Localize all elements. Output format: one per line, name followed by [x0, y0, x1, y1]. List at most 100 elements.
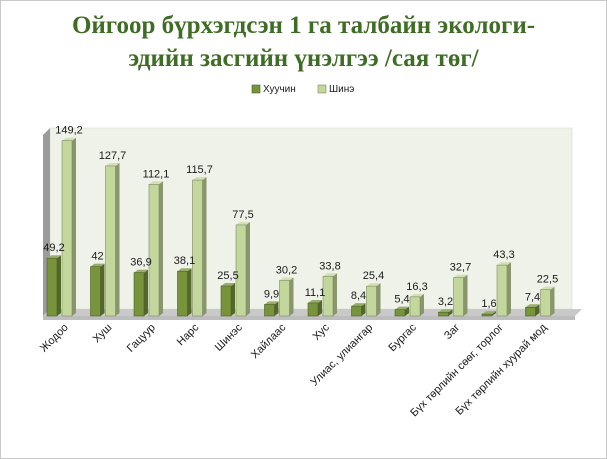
- bar-top: [395, 306, 409, 310]
- bar-top: [525, 304, 540, 308]
- plot-floor-edge: [43, 316, 575, 320]
- data-label: 36,9: [130, 257, 151, 269]
- bar-top: [482, 311, 496, 315]
- data-label: 22,5: [537, 274, 558, 286]
- category-tick-label: Шинэс: [213, 321, 245, 353]
- bar-top: [177, 268, 192, 272]
- bar-top: [279, 277, 294, 281]
- bar: [46, 255, 61, 317]
- bar: [366, 283, 381, 317]
- bar-side: [202, 177, 207, 316]
- bar: [177, 268, 192, 317]
- data-label: 149,2: [55, 125, 83, 137]
- bar: [90, 263, 105, 317]
- bar-front: [394, 309, 406, 317]
- bar-side: [57, 255, 61, 316]
- data-label: 1,6: [481, 298, 496, 310]
- bar-top: [410, 293, 424, 297]
- bar: [409, 293, 424, 317]
- bar-top: [90, 263, 105, 267]
- bar-side: [159, 181, 163, 316]
- data-label: 38,1: [174, 255, 195, 267]
- bar-front: [105, 165, 116, 317]
- bar-front: [438, 311, 449, 317]
- bar: [220, 283, 235, 317]
- bar-front: [481, 313, 493, 317]
- bar-top: [192, 177, 207, 181]
- bar-side: [535, 304, 540, 316]
- legend-label: Хуучин: [263, 84, 296, 95]
- bar-top: [264, 301, 279, 305]
- bar-front: [409, 296, 421, 317]
- bar-side: [376, 283, 381, 316]
- bar-top: [497, 262, 511, 266]
- bar-front: [540, 289, 551, 317]
- bar-front: [46, 257, 58, 317]
- bar-front: [61, 140, 73, 317]
- bar-side: [318, 299, 322, 316]
- bar-front: [366, 285, 377, 317]
- bar-top: [438, 309, 453, 313]
- bar-side: [274, 301, 279, 316]
- bar-front: [90, 266, 101, 317]
- bar-front: [177, 270, 188, 317]
- bar-side: [100, 263, 105, 316]
- data-label: 43,3: [493, 249, 514, 261]
- category-tick-label: Жодоо: [38, 322, 71, 355]
- bar-top: [134, 269, 148, 273]
- bars: [46, 137, 555, 317]
- bar-top: [62, 137, 76, 141]
- bar-side: [72, 137, 76, 316]
- plot-background: [43, 127, 582, 320]
- data-label: 16,3: [406, 281, 427, 293]
- data-label: 25,4: [363, 270, 384, 282]
- bar-side: [231, 283, 235, 316]
- data-label: 11,1: [305, 287, 326, 299]
- legend-swatch: [251, 84, 261, 94]
- data-label: 33,8: [319, 260, 340, 272]
- bar-top: [323, 273, 337, 277]
- data-label: 3,2: [438, 296, 453, 308]
- bar-top: [366, 283, 381, 287]
- bar-front: [235, 224, 247, 317]
- bar: [307, 299, 322, 317]
- bar-front: [351, 305, 362, 317]
- category-tick-label: Хайлаас: [249, 321, 289, 361]
- data-label: 9,9: [264, 288, 279, 300]
- bar-side: [246, 221, 250, 316]
- data-label: 49,2: [43, 242, 64, 254]
- bar: [235, 221, 250, 317]
- category-tick-label: Заг: [442, 322, 462, 342]
- bar-front: [148, 183, 160, 317]
- bar-top: [236, 221, 250, 225]
- bar-top: [221, 283, 235, 287]
- data-label: 7,4: [525, 291, 540, 303]
- bar-top: [540, 286, 555, 290]
- legend-label: Шинэ: [329, 84, 354, 95]
- data-labels: 49,2 149,2 42 127,7 36,9 112,1 38,1 115,7 25,5 77…: [43, 125, 558, 310]
- bar-side: [361, 303, 366, 316]
- category-tick-label: Хус: [311, 321, 333, 343]
- bar: [322, 273, 337, 317]
- bar-front: [322, 275, 334, 317]
- bar-top: [351, 303, 366, 307]
- bar-top: [105, 162, 120, 166]
- chart-title-line-2: эдийн засгийн үнэлгээ /сая төг/: [128, 45, 479, 72]
- bar: [279, 277, 294, 317]
- bar: [453, 274, 468, 317]
- bar-front: [133, 272, 145, 317]
- data-label: 115,7: [186, 164, 213, 176]
- bar-front: [453, 277, 464, 317]
- bar: [61, 137, 76, 317]
- category-tick-label: Нарс: [175, 321, 202, 348]
- bar: [192, 177, 207, 317]
- data-label: 25,5: [217, 270, 238, 282]
- bar: [394, 306, 409, 317]
- bar-side: [144, 269, 148, 316]
- bar: [133, 269, 148, 317]
- bar-top: [47, 255, 61, 259]
- chart-title-line-1: Ойгоор бүрхэгдсэн 1 га талбайн экологи-: [71, 12, 536, 39]
- bar-side: [550, 286, 555, 316]
- bar: [481, 311, 496, 317]
